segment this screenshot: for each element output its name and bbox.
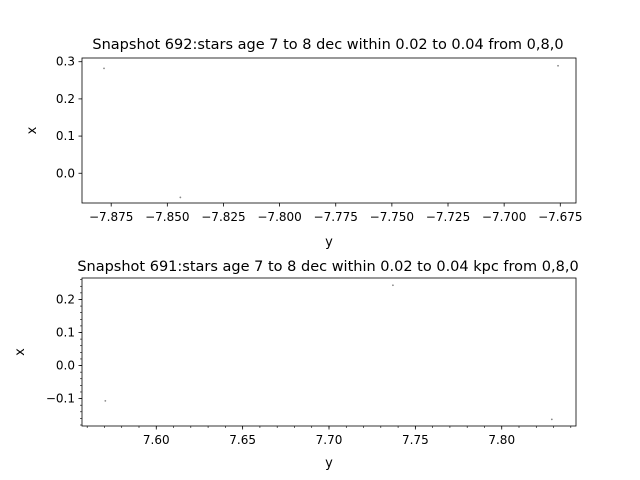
data-point xyxy=(103,67,105,70)
chart-title: Snapshot 691:stars age 7 to 8 dec within… xyxy=(77,259,578,275)
x-tick-label: −7.725 xyxy=(426,210,470,224)
x-tick-label: −7.875 xyxy=(89,210,133,224)
y-axis-label: x xyxy=(25,126,40,134)
chart-2: Snapshot 691:stars age 7 to 8 dec within… xyxy=(13,259,579,471)
plot-frame xyxy=(81,277,577,427)
y-tick-label: −0.1 xyxy=(46,392,75,406)
y-tick-label: 0.2 xyxy=(56,292,75,306)
y-axis-label: x xyxy=(13,348,28,356)
data-point xyxy=(179,196,182,199)
x-axis-label: y xyxy=(325,235,333,250)
y-tick-label: 0.1 xyxy=(56,326,75,340)
y-tick-label: 0.2 xyxy=(56,92,75,106)
x-axis-label: y xyxy=(325,456,333,471)
data-point xyxy=(550,418,553,421)
data-point xyxy=(392,284,394,287)
x-tick-label: −7.700 xyxy=(482,210,526,224)
x-tick-label: 7.70 xyxy=(316,433,343,447)
x-tick-label: −7.750 xyxy=(370,210,414,224)
x-tick-label: 7.65 xyxy=(229,433,256,447)
chart-1: Snapshot 692:stars age 7 to 8 dec within… xyxy=(25,37,582,250)
y-tick-label: 0.0 xyxy=(56,166,75,180)
x-tick-label: 7.75 xyxy=(402,433,429,447)
x-tick-label: 7.80 xyxy=(488,433,515,447)
x-tick-label: −7.675 xyxy=(538,210,582,224)
y-tick-label: 0.3 xyxy=(56,55,75,69)
data-point xyxy=(104,399,107,402)
x-tick-label: −7.850 xyxy=(145,210,189,224)
chart-title: Snapshot 692:stars age 7 to 8 dec within… xyxy=(92,37,563,53)
x-tick-label: −7.825 xyxy=(201,210,245,224)
x-tick-label: −7.775 xyxy=(314,210,358,224)
plot-frame xyxy=(81,57,577,204)
x-tick-label: 7.60 xyxy=(143,433,170,447)
x-tick-label: −7.800 xyxy=(257,210,301,224)
y-tick-label: 0.0 xyxy=(56,359,75,373)
data-point xyxy=(557,64,559,67)
y-tick-label: 0.1 xyxy=(56,129,75,143)
